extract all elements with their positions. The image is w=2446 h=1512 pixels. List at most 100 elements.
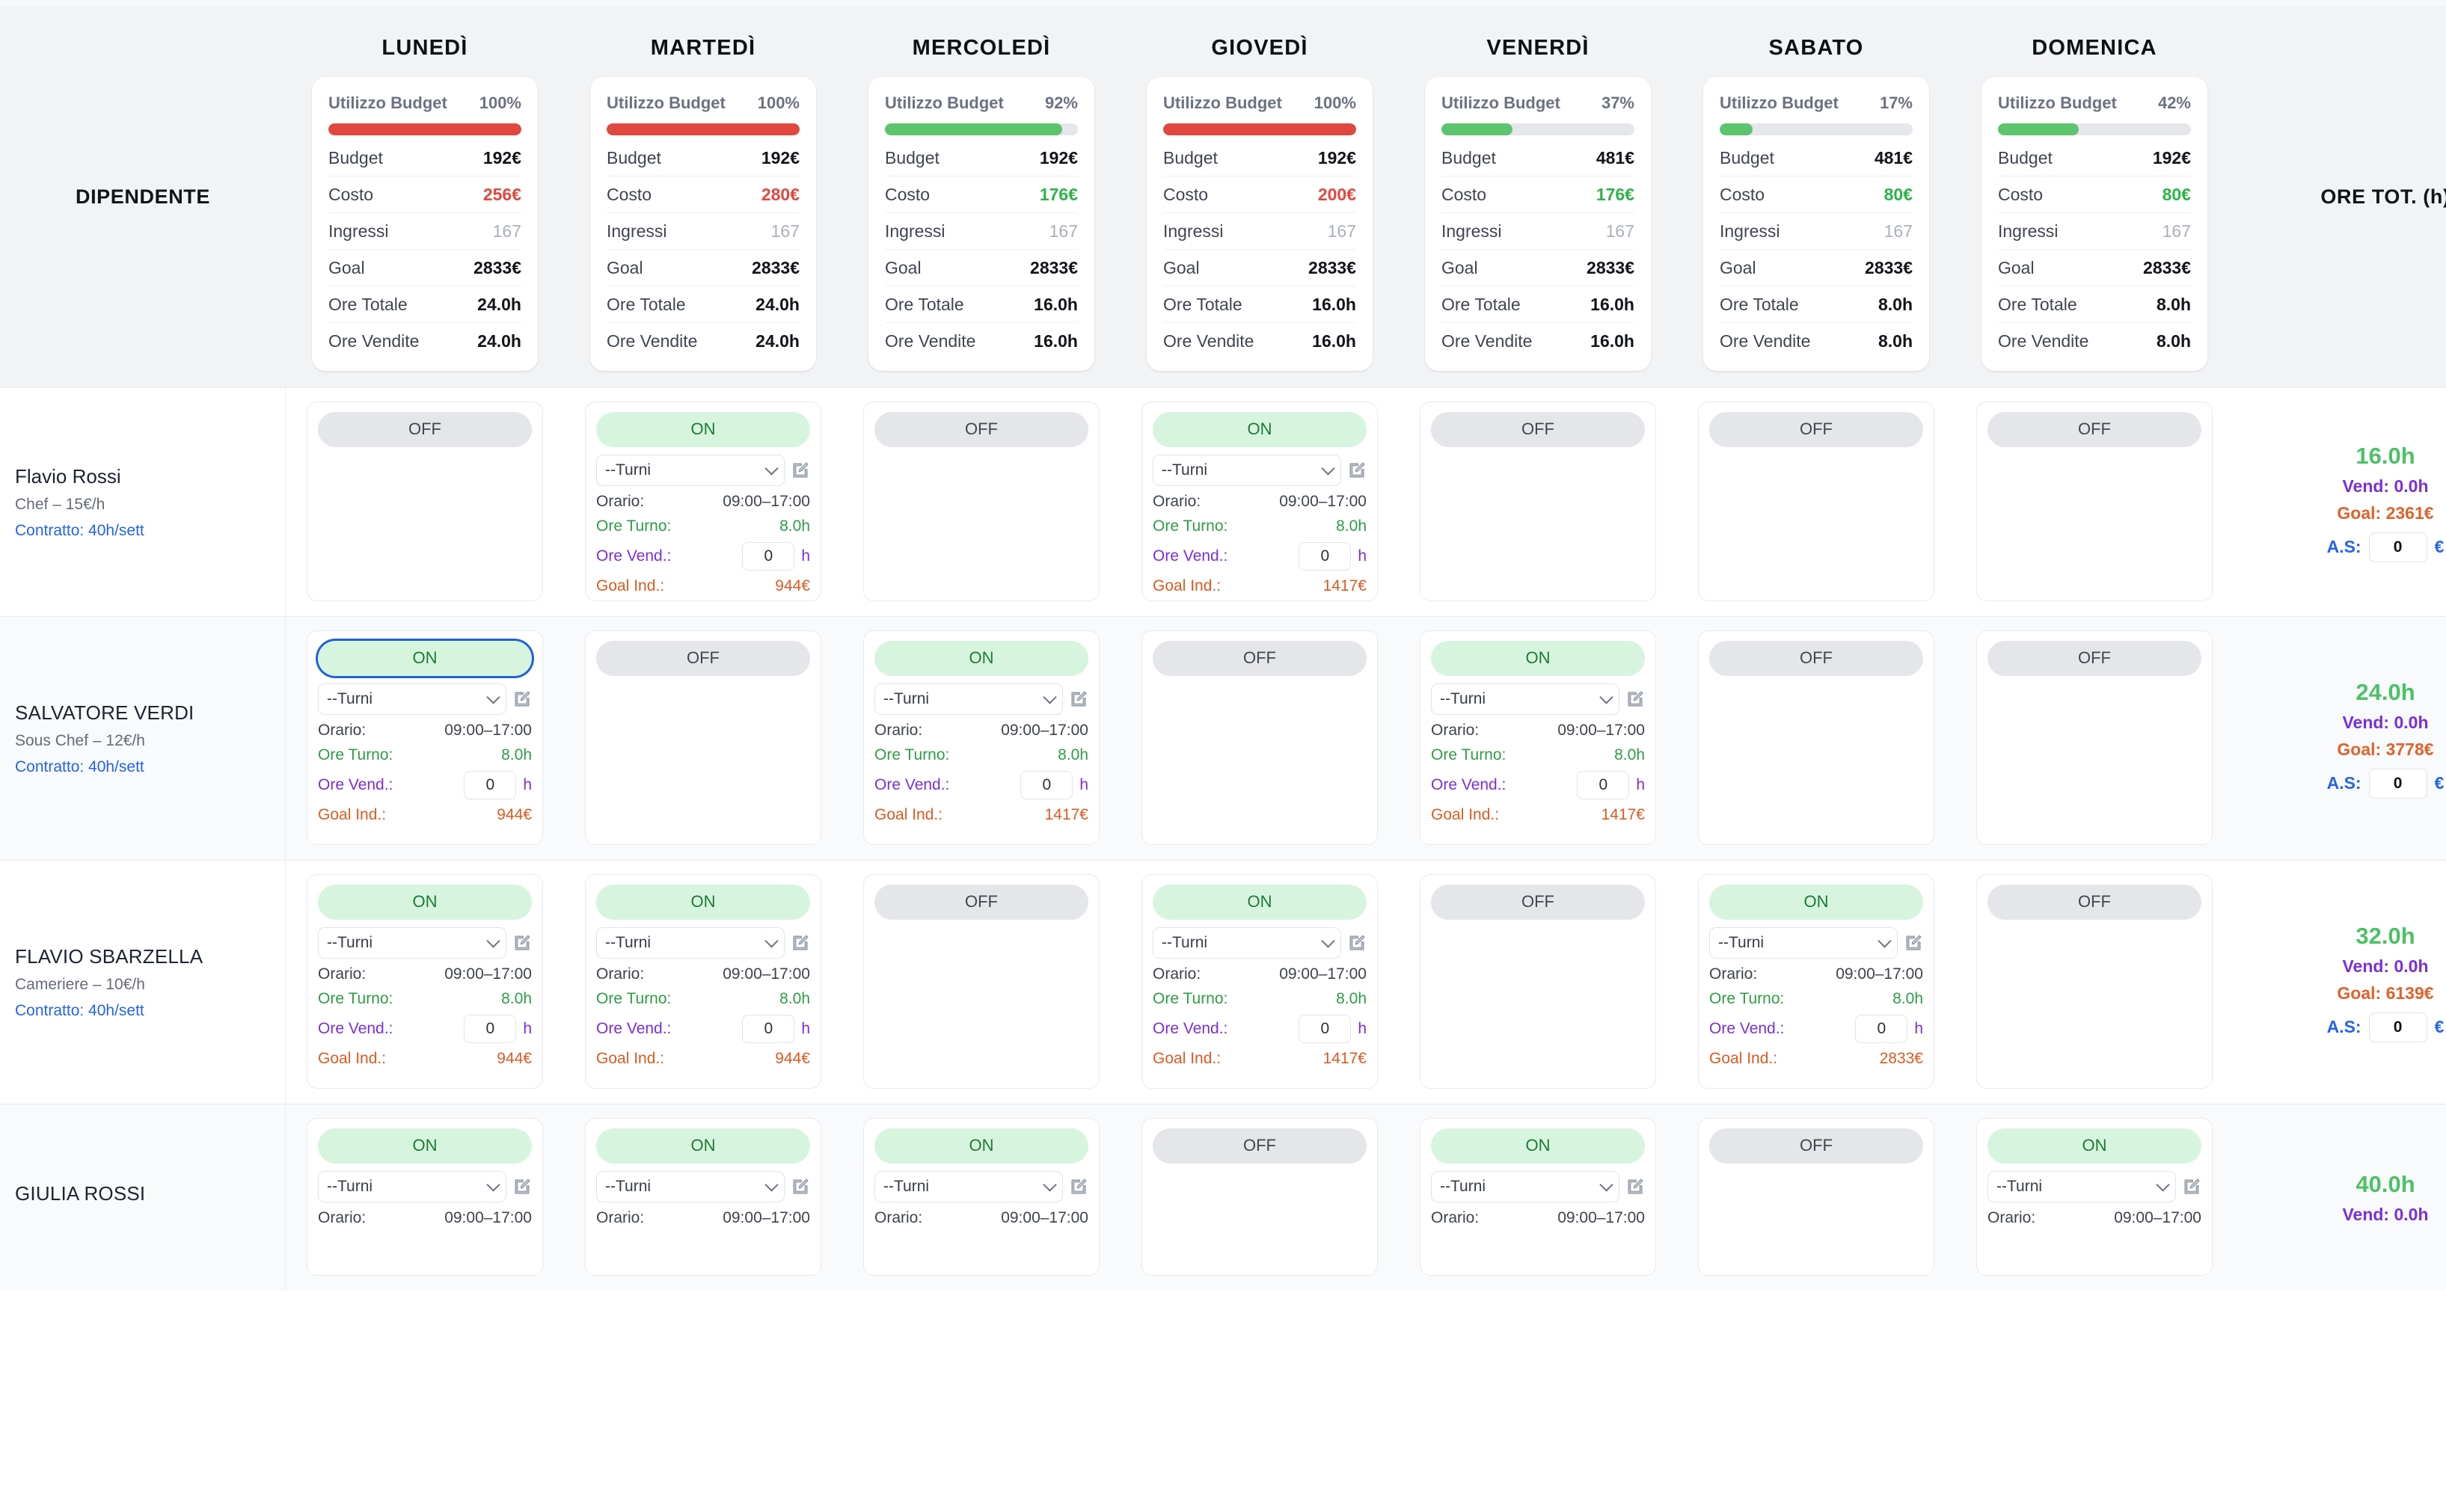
edit-shift-icon[interactable]	[1625, 1177, 1645, 1196]
shift-toggle-on[interactable]: ON	[318, 641, 532, 676]
budget-progress-fill	[1441, 123, 1513, 135]
shift-toggle-off[interactable]: OFF	[318, 412, 532, 447]
shift-toggle-on[interactable]: ON	[596, 1128, 810, 1164]
shift-toggle-off[interactable]: OFF	[874, 885, 1088, 920]
shift-toggle-on[interactable]: ON	[1987, 1128, 2201, 1164]
shift-toggle-off[interactable]: OFF	[1431, 412, 1645, 447]
ore-totale-row: Ore Totale 8.0h	[1720, 286, 1913, 323]
turni-select[interactable]: --Turni	[318, 683, 506, 715]
turni-select[interactable]: --Turni	[596, 927, 785, 959]
shift-toggle-off[interactable]: OFF	[1987, 641, 2201, 676]
as-input[interactable]	[2368, 768, 2427, 799]
ore-turno-value: 8.0h	[779, 990, 810, 1007]
turni-selected-value: --Turni	[1996, 1178, 2043, 1195]
ore-vend-input[interactable]	[742, 1015, 795, 1043]
shift-toggle-on[interactable]: ON	[318, 885, 532, 920]
shift-card: OFF	[585, 630, 821, 845]
turni-select[interactable]: --Turni	[318, 927, 506, 959]
shift-toggle-on[interactable]: ON	[596, 412, 810, 447]
orario-row: Orario: 09:00–17:00	[1431, 1209, 1645, 1227]
shift-toggle-on[interactable]: ON	[1153, 885, 1367, 920]
shift-toggle-on[interactable]: ON	[596, 885, 810, 920]
shift-toggle-off[interactable]: OFF	[1153, 1128, 1367, 1164]
shift-cell-r4-d7: ON --Turni Orario: 09:00–17:00	[1955, 1104, 2234, 1291]
turni-select[interactable]: --Turni	[874, 683, 1063, 715]
goal-ind-value: 944€	[497, 806, 532, 823]
ore-vend-input[interactable]	[1020, 771, 1073, 799]
shift-cell-r2-d5: ON --Turni Orario: 09:00–17:00 Ore Turno: 8.0…	[1399, 616, 1677, 860]
as-input[interactable]	[2368, 1012, 2427, 1042]
turni-select[interactable]: --Turni	[318, 1171, 506, 1202]
shift-toggle-off[interactable]: OFF	[1709, 1128, 1923, 1164]
edit-shift-icon[interactable]	[1347, 461, 1367, 480]
shift-toggle-on[interactable]: ON	[1431, 1128, 1645, 1164]
turni-select[interactable]: --Turni	[1431, 1171, 1619, 1202]
edit-shift-icon[interactable]	[1069, 1177, 1088, 1196]
shift-toggle-on[interactable]: ON	[318, 1128, 532, 1164]
employee-role: Chef – 15€/h	[15, 495, 105, 513]
goal-ind-row: Goal Ind.: 1417€	[874, 806, 1088, 824]
ore-vend-input[interactable]	[1299, 542, 1352, 571]
edit-shift-icon[interactable]	[1347, 933, 1367, 953]
edit-shift-icon[interactable]	[512, 689, 532, 709]
goal-ind-row: Goal Ind.: 2833€	[1709, 1050, 1923, 1068]
ore-vend-input[interactable]	[1577, 771, 1630, 799]
turni-select[interactable]: --Turni	[1709, 927, 1898, 959]
shift-toggle-on[interactable]: ON	[1431, 641, 1645, 676]
metric-value: 176€	[1039, 185, 1078, 204]
edit-shift-icon[interactable]	[512, 1177, 532, 1196]
shift-toggle-off[interactable]: OFF	[1709, 641, 1923, 676]
ore-vend-input[interactable]	[1299, 1015, 1352, 1043]
edit-shift-icon[interactable]	[1069, 689, 1088, 709]
ore-vend-input[interactable]	[464, 1015, 517, 1043]
orario-row: Orario: 09:00–17:00	[318, 965, 532, 983]
shift-card: OFF	[1976, 874, 2213, 1089]
ingressi-row: Ingressi 167	[1998, 213, 2191, 250]
ore-vend-label: Ore Vend.:	[318, 776, 393, 793]
shift-toggle-off[interactable]: OFF	[596, 641, 810, 676]
edit-shift-icon[interactable]	[791, 933, 810, 953]
shift-toggle-off[interactable]: OFF	[1153, 641, 1367, 676]
shift-toggle-off[interactable]: OFF	[1987, 412, 2201, 447]
ore-turno-label: Ore Turno:	[318, 746, 393, 763]
edit-shift-icon[interactable]	[791, 461, 810, 480]
shift-cell-r3-d7: OFF	[1955, 860, 2234, 1104]
shift-card: ON --Turni Orario: 09:00–17:00	[863, 1118, 1100, 1276]
shift-toggle-off[interactable]: OFF	[874, 412, 1088, 447]
ore-vendite-row: Ore Vendite 24.0h	[328, 323, 521, 359]
as-input[interactable]	[2368, 532, 2427, 562]
edit-shift-icon[interactable]	[1904, 933, 1923, 953]
orario-row: Orario: 09:00–17:00	[874, 1209, 1088, 1227]
turni-row: --Turni	[1431, 683, 1645, 715]
ore-vend-input[interactable]	[464, 771, 517, 799]
metric-label: Ore Vendite	[1163, 331, 1254, 351]
edit-shift-icon[interactable]	[791, 1177, 810, 1196]
ore-turno-value: 8.0h	[1336, 517, 1367, 535]
turni-select[interactable]: --Turni	[1987, 1171, 2176, 1202]
shift-toggle-off[interactable]: OFF	[1987, 885, 2201, 920]
shift-toggle-off[interactable]: OFF	[1431, 885, 1645, 920]
orario-value: 09:00–17:00	[723, 1209, 810, 1226]
ore-vend-input[interactable]	[1855, 1015, 1908, 1043]
edit-shift-icon[interactable]	[512, 933, 532, 953]
shift-toggle-off[interactable]: OFF	[1709, 412, 1923, 447]
orario-row: Orario: 09:00–17:00	[1987, 1209, 2201, 1227]
turni-select[interactable]: --Turni	[1153, 927, 1341, 959]
total-column-header: ORE TOT. (h)	[2234, 6, 2446, 387]
ore-turno-value: 8.0h	[1614, 746, 1645, 763]
edit-shift-icon[interactable]	[1625, 689, 1645, 709]
turni-select[interactable]: --Turni	[874, 1171, 1063, 1202]
shift-toggle-on[interactable]: ON	[1709, 885, 1923, 920]
turni-select[interactable]: --Turni	[596, 1171, 785, 1202]
shift-toggle-on[interactable]: ON	[874, 1128, 1088, 1164]
edit-shift-icon[interactable]	[2182, 1177, 2201, 1196]
turni-select[interactable]: --Turni	[1153, 455, 1341, 486]
turni-select[interactable]: --Turni	[596, 455, 785, 486]
ore-vend-input[interactable]	[742, 542, 795, 571]
shift-toggle-on[interactable]: ON	[1153, 412, 1367, 447]
turni-select[interactable]: --Turni	[1431, 683, 1619, 715]
orario-value: 09:00–17:00	[1001, 1209, 1088, 1226]
ore-vend-row: Ore Vend.: h	[596, 542, 810, 571]
shift-toggle-on[interactable]: ON	[874, 641, 1088, 676]
goal-row: Goal 2833€	[1998, 250, 2191, 286]
